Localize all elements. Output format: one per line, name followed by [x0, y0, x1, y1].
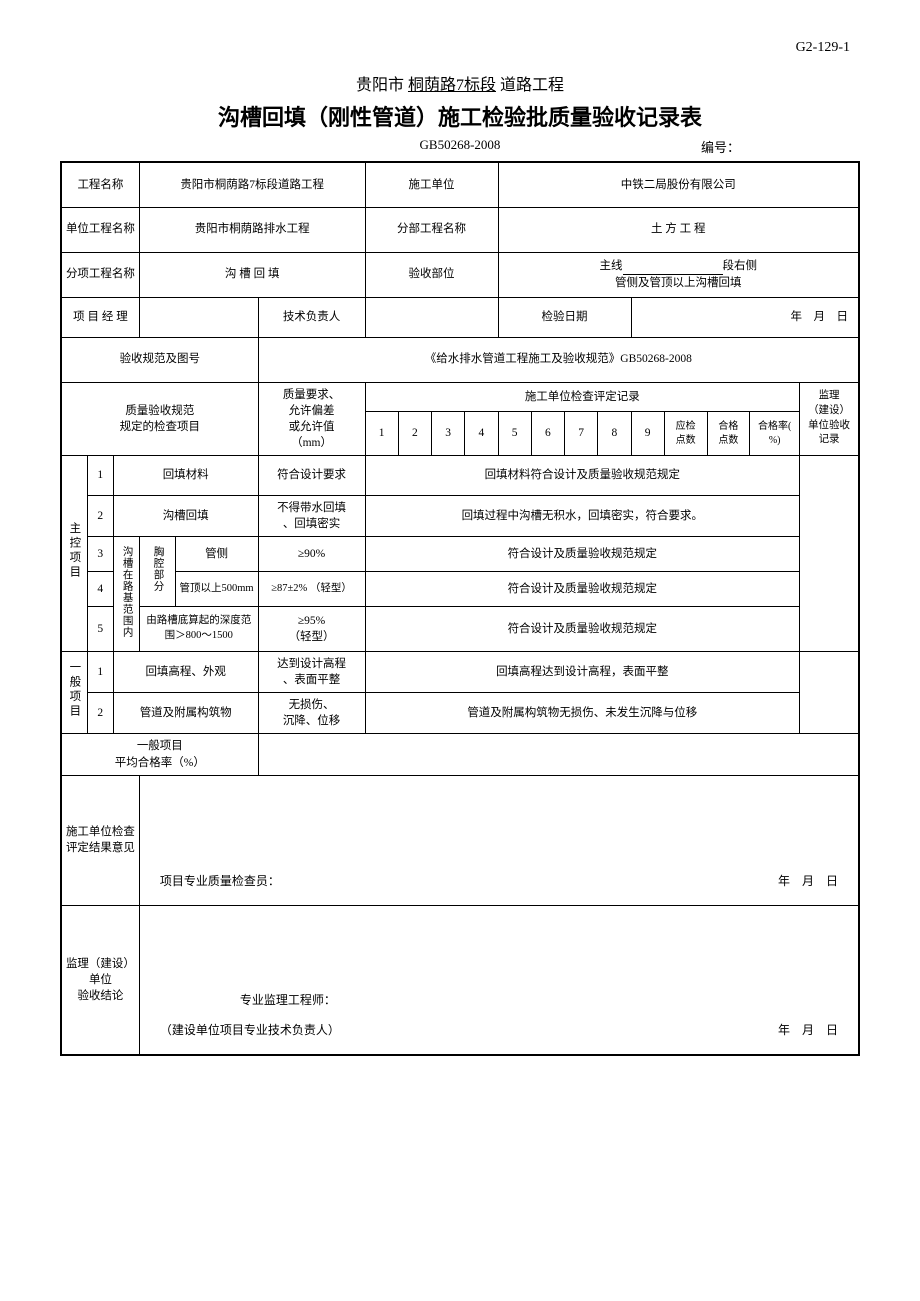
col-2: 2 — [398, 412, 431, 456]
zk4-req: ≥87±2% （轻型） — [258, 572, 365, 607]
zk5-n: 5 — [87, 607, 113, 652]
yb-supervision — [800, 652, 859, 734]
mainline-label: 主线 — [600, 260, 623, 272]
col-pass-points: 合格 点数 — [707, 412, 750, 456]
yb2-item: 管道及附属构筑物 — [113, 693, 258, 734]
yb2-n: 2 — [87, 693, 113, 734]
segment-desc: 管侧及管顶以上沟槽回填 — [615, 277, 742, 289]
sig1-date: 年 月 日 — [778, 873, 838, 890]
yiban-label: 一般项目 — [61, 652, 87, 734]
col-pass-rate: 合格率( %) — [750, 412, 800, 456]
sig2-role1: 专业监理工程师： — [240, 992, 336, 1009]
yb1-item: 回填高程、外观 — [113, 652, 258, 693]
val-tech-lead — [365, 297, 498, 337]
val-acceptance-part: 主线 段右侧 管侧及管顶以上沟槽回填 — [498, 252, 859, 297]
zk1-req: 符合设计要求 — [258, 455, 365, 495]
col-4: 4 — [465, 412, 498, 456]
doc-number: G2-129-1 — [60, 40, 860, 56]
sig1-label: 施工单位检查 评定结果意见 — [61, 775, 139, 905]
yb1-n: 1 — [87, 652, 113, 693]
val-division-project: 土 方 工 程 — [498, 207, 859, 252]
page-title: 沟槽回填（刚性管道）施工检验批质量验收记录表 — [60, 100, 860, 132]
col-9: 9 — [631, 412, 664, 456]
zk2-item: 沟槽回填 — [113, 495, 258, 536]
zk5-req: ≥95% （轻型） — [258, 607, 365, 652]
header-requirements: 质量要求、 允许偏差 或允许值 （mm） — [258, 382, 365, 455]
main-table: 工程名称 贵阳市桐荫路7标段道路工程 施工单位 中铁二局股份有限公司 单位工程名… — [60, 161, 860, 1056]
col-3: 3 — [432, 412, 465, 456]
zk1-item: 回填材料 — [113, 455, 258, 495]
col-7: 7 — [565, 412, 598, 456]
bianhao-label: 编号： — [701, 137, 740, 156]
col-1: 1 — [365, 412, 398, 456]
segment-suffix: 段右侧 — [723, 260, 758, 272]
val-construction-unit: 中铁二局股份有限公司 — [498, 162, 859, 207]
zk3-req: ≥90% — [258, 537, 365, 572]
header-suffix: 道路工程 — [500, 77, 564, 94]
avg-val — [258, 734, 859, 775]
col-6: 6 — [531, 412, 564, 456]
col-check-points: 应检 点数 — [664, 412, 707, 456]
zk2-res: 回填过程中沟槽无积水，回填密实，符合要求。 — [365, 495, 800, 536]
zk4-n: 4 — [87, 572, 113, 607]
zk5-item: 由路槽底算起的深度范围＞800～1500 — [139, 607, 258, 652]
yb1-res: 回填高程达到设计高程，表面平整 — [365, 652, 800, 693]
zk5-res: 符合设计及质量验收规范规定 — [365, 607, 800, 652]
label-project-name: 工程名称 — [61, 162, 139, 207]
label-acceptance-part: 验收部位 — [365, 252, 498, 297]
zk1-res: 回填材料符合设计及质量验收规范规定 — [365, 455, 800, 495]
header-check-items: 质量验收规范 规定的检查项目 — [61, 382, 258, 455]
zhukong-label: 主控项目 — [61, 455, 87, 651]
header-segment: 桐荫路7标段 — [408, 77, 496, 94]
avg-label: 一般项目 平均合格率（%） — [61, 734, 258, 775]
label-spec-drawing: 验收规范及图号 — [61, 337, 258, 382]
header-inspection-record: 施工单位检查评定记录 — [365, 382, 800, 412]
yb1-req: 达到设计高程 、表面平整 — [258, 652, 365, 693]
zk-group2: 胸腔部分 — [139, 537, 175, 607]
zk2-req: 不得带水回填 、回填密实 — [258, 495, 365, 536]
subtitle-row: GB50268-2008 编号： — [60, 137, 860, 153]
label-tech-lead: 技术负责人 — [258, 297, 365, 337]
header-supervision: 监理 （建设） 单位验收 记录 — [800, 382, 859, 455]
label-construction-unit: 施工单位 — [365, 162, 498, 207]
label-pm: 项 目 经 理 — [61, 297, 139, 337]
sig1-block: 项目专业质量检查员： 年 月 日 — [139, 775, 859, 905]
val-pm — [139, 297, 258, 337]
label-division-project: 分部工程名称 — [365, 207, 498, 252]
val-inspect-date: 年 月 日 — [631, 297, 859, 337]
val-project-name: 贵阳市桐荫路7标段道路工程 — [139, 162, 365, 207]
col-5: 5 — [498, 412, 531, 456]
zk-group1: 沟槽在路基范围内 — [113, 537, 139, 652]
label-unit-project: 单位工程名称 — [61, 207, 139, 252]
zk1-n: 1 — [87, 455, 113, 495]
label-sub-project: 分项工程名称 — [61, 252, 139, 297]
col-8: 8 — [598, 412, 631, 456]
yb2-req: 无损伤、 沉降、位移 — [258, 693, 365, 734]
header-prefix: 贵阳市 — [356, 77, 404, 94]
val-unit-project: 贵阳市桐荫路排水工程 — [139, 207, 365, 252]
sig2-block: 专业监理工程师： （建设单位项目专业技术负责人） 年 月 日 — [139, 905, 859, 1055]
zk3-item: 管侧 — [175, 537, 258, 572]
sig2-label: 监理（建设）单位 验收结论 — [61, 905, 139, 1055]
header-line: 贵阳市 桐荫路7标段 道路工程 — [60, 71, 860, 95]
yb2-res: 管道及附属构筑物无损伤、未发生沉降与位移 — [365, 693, 800, 734]
sig2-role2: （建设单位项目专业技术负责人） — [160, 1022, 340, 1039]
zk-supervision — [800, 455, 859, 651]
zk4-item: 管顶以上500mm — [175, 572, 258, 607]
val-sub-project: 沟 槽 回 填 — [139, 252, 365, 297]
zk3-res: 符合设计及质量验收规范规定 — [365, 537, 800, 572]
sig1-role: 项目专业质量检查员： — [160, 873, 280, 890]
zk3-n: 3 — [87, 537, 113, 572]
label-inspect-date: 检验日期 — [498, 297, 631, 337]
standard-code: GB50268-2008 — [420, 137, 501, 153]
sig2-date: 年 月 日 — [778, 1022, 838, 1039]
val-spec-drawing: 《给水排水管道工程施工及验收规范》GB50268-2008 — [258, 337, 859, 382]
blank-line — [623, 263, 723, 275]
zk2-n: 2 — [87, 495, 113, 536]
zk4-res: 符合设计及质量验收规范规定 — [365, 572, 800, 607]
